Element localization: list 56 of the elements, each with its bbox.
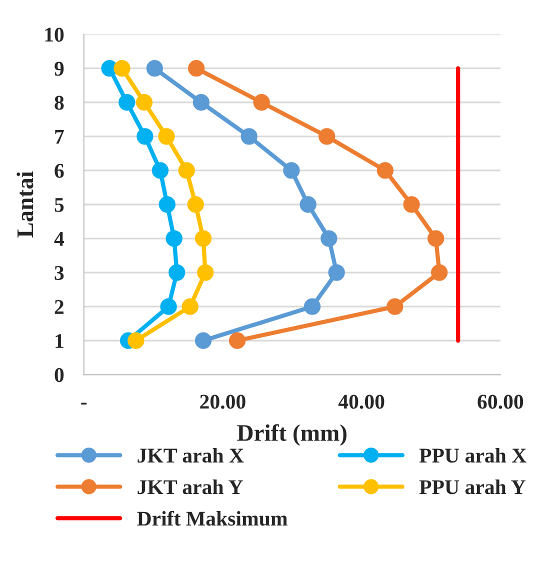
point bbox=[118, 94, 136, 111]
point bbox=[114, 60, 130, 77]
y-tick-label: 3 bbox=[54, 266, 64, 280]
point bbox=[240, 128, 258, 145]
y-tick-label: 9 bbox=[54, 62, 64, 76]
point bbox=[128, 332, 144, 349]
point bbox=[304, 298, 321, 315]
point bbox=[430, 264, 448, 281]
y-tick-label: 1 bbox=[56, 334, 64, 348]
y-tick-label: 4 bbox=[54, 232, 64, 246]
y-tick-label: 6 bbox=[54, 164, 64, 178]
point bbox=[403, 196, 420, 213]
legend-label: JKT arah X bbox=[138, 448, 244, 463]
point bbox=[320, 230, 338, 247]
point bbox=[188, 60, 205, 77]
x-axis-title: Drift (mm) bbox=[237, 424, 346, 446]
point bbox=[187, 196, 204, 213]
y-tick-label: 8 bbox=[54, 96, 64, 110]
point bbox=[194, 332, 212, 349]
point bbox=[197, 264, 214, 281]
x-tick-label: 20.00 bbox=[200, 394, 246, 409]
point bbox=[194, 230, 212, 247]
point bbox=[166, 230, 182, 247]
point bbox=[283, 162, 300, 179]
point bbox=[146, 60, 164, 77]
x-tick-label: 60.00 bbox=[478, 394, 524, 409]
point bbox=[318, 128, 336, 145]
point bbox=[428, 230, 444, 247]
point bbox=[160, 298, 177, 315]
x-tick-label: 40.00 bbox=[338, 394, 384, 409]
y-tick-label: 10 bbox=[45, 28, 64, 42]
point bbox=[192, 94, 210, 111]
legend-label: Drift Maksimum bbox=[137, 510, 288, 526]
point bbox=[386, 298, 404, 315]
point bbox=[136, 128, 154, 145]
point bbox=[376, 162, 394, 179]
point bbox=[300, 196, 316, 213]
y-tick-label: 5 bbox=[54, 198, 64, 212]
point bbox=[178, 162, 195, 179]
point bbox=[152, 162, 169, 179]
point bbox=[328, 264, 345, 281]
point bbox=[253, 94, 270, 111]
y-tick-label: 0 bbox=[54, 368, 64, 382]
legend-label: PPU arah Y bbox=[419, 480, 526, 494]
point bbox=[158, 128, 175, 145]
point bbox=[158, 196, 176, 213]
legend-label: PPU arah X bbox=[419, 448, 526, 463]
x-tick-label: - bbox=[81, 402, 87, 405]
point bbox=[168, 264, 186, 281]
point bbox=[228, 332, 246, 349]
point bbox=[182, 298, 198, 315]
legend-label: JKT arah Y bbox=[138, 480, 243, 494]
y-axis-title: Lantai bbox=[16, 171, 34, 238]
y-tick-label: 2 bbox=[54, 300, 64, 314]
point bbox=[136, 94, 153, 111]
y-tick-label: 7 bbox=[55, 130, 64, 144]
